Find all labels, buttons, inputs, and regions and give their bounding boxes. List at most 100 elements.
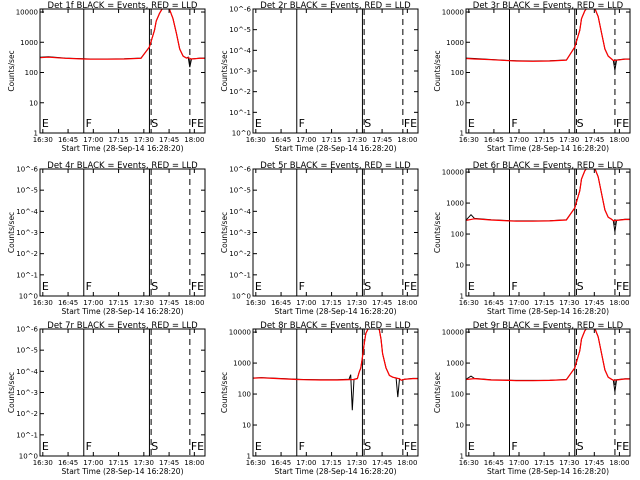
panel-title: Det 2r BLACK = Events, RED = LLD — [260, 1, 411, 11]
x-tick-label: 17:45 — [372, 136, 392, 144]
x-tick-label: 18:00 — [397, 299, 417, 307]
y-tick-label: 10^0 — [232, 130, 251, 138]
y-tick-label: 1000 — [446, 39, 464, 47]
x-axis-label: Start Time (28-Sep-14 16:28:20) — [275, 307, 397, 316]
y-tick-label: 10^-1 — [16, 431, 38, 439]
x-axis-label: Start Time (28-Sep-14 16:28:20) — [62, 144, 184, 153]
x-axis-label: Start Time (28-Sep-14 16:28:20) — [62, 307, 184, 316]
event-marker-label: F — [299, 117, 305, 130]
x-tick-label: 17:00 — [296, 136, 316, 144]
x-tick-label: 17:00 — [296, 299, 316, 307]
x-tick-label: 17:30 — [559, 459, 579, 467]
plot-frame — [465, 168, 631, 297]
y-axis-label: Counts/sec — [433, 50, 442, 91]
event-marker-label: F — [511, 440, 517, 453]
y-tick-label: 1000 — [446, 200, 464, 208]
x-tick-label: 18:00 — [184, 299, 204, 307]
event-marker-label: FE — [191, 280, 204, 293]
y-axis-label: Counts/sec — [220, 212, 229, 253]
y-tick-label: 1000 — [20, 39, 38, 47]
x-tick-label: 18:00 — [397, 459, 417, 467]
event-marker-label: F — [299, 280, 305, 293]
y-tick-label: 10 — [455, 262, 464, 270]
x-tick-label: 16:45 — [58, 136, 78, 144]
x-tick-label: 18:00 — [184, 459, 204, 467]
y-tick-label: 10^-5 — [229, 187, 251, 195]
y-tick-label: 10^-5 — [16, 347, 38, 355]
series-line-lld — [466, 9, 630, 62]
panel-plot-area — [83, 329, 191, 456]
y-axis-label: Counts/sec — [433, 372, 442, 413]
x-tick-label: 17:00 — [83, 299, 103, 307]
x-tick-label: 16:45 — [58, 299, 78, 307]
event-marker-label: S — [151, 440, 158, 453]
x-tick-label: 16:30 — [459, 299, 479, 307]
x-tick-label: 17:00 — [83, 136, 103, 144]
x-tick-label: 16:30 — [33, 299, 53, 307]
x-tick-label: 17:15 — [321, 136, 341, 144]
x-tick-label: 17:45 — [584, 459, 604, 467]
x-tick-label: 17:00 — [83, 459, 103, 467]
x-tick-label: 17:15 — [321, 299, 341, 307]
x-tick-label: 16:30 — [246, 299, 266, 307]
y-tick-label: 10000 — [442, 169, 464, 177]
x-axis-label: Start Time (28-Sep-14 16:28:20) — [487, 144, 609, 153]
event-marker-label: S — [151, 280, 158, 293]
event-marker-label: F — [511, 280, 517, 293]
y-tick-label: 10^-5 — [229, 26, 251, 34]
event-marker-label: E — [468, 117, 475, 130]
x-tick-label: 17:00 — [296, 459, 316, 467]
panel-plot-area — [296, 9, 404, 133]
x-tick-label: 17:30 — [134, 459, 154, 467]
panel-title: Det 9r BLACK = Events, RED = LLD — [473, 321, 624, 331]
y-axis-label: Counts/sec — [7, 372, 16, 413]
x-tick-label: 16:30 — [459, 459, 479, 467]
x-tick-label: 17:15 — [108, 136, 128, 144]
x-tick-label: 17:45 — [584, 136, 604, 144]
x-tick-label: 17:15 — [321, 459, 341, 467]
y-tick-label: 10^-6 — [229, 6, 251, 14]
y-tick-label: 1000 — [446, 360, 464, 368]
chart-panel-4: 16:30 16:45 17:00 17:15 17:30 17:45 18:00 10^0 1… — [7, 161, 206, 316]
x-tick-label: 17:15 — [534, 299, 554, 307]
event-marker-label: E — [468, 280, 475, 293]
x-tick-label: 17:45 — [159, 299, 179, 307]
x-tick-label: 16:45 — [484, 299, 504, 307]
x-tick-label: 17:45 — [372, 459, 392, 467]
y-tick-label: 100 — [451, 231, 464, 239]
y-tick-label: 100 — [25, 69, 38, 77]
event-marker-label: E — [255, 440, 262, 453]
event-marker-label: E — [255, 117, 262, 130]
panel-plot-area — [253, 329, 418, 456]
event-marker-label: S — [364, 440, 371, 453]
y-tick-label: 1 — [460, 130, 464, 138]
y-axis-label: Counts/sec — [220, 50, 229, 91]
event-marker-label: FE — [616, 280, 629, 293]
y-axis-label: Counts/sec — [7, 50, 16, 91]
event-marker-label: E — [42, 440, 49, 453]
event-marker-label: FE — [404, 117, 417, 130]
x-tick-label: 18:00 — [609, 136, 629, 144]
panel-title: Det 5r BLACK = Events, RED = LLD — [260, 161, 411, 171]
y-axis-label: Counts/sec — [220, 372, 229, 413]
event-marker-label: S — [577, 440, 584, 453]
y-tick-label: 10^0 — [19, 293, 38, 301]
y-tick-label: 10000 — [16, 9, 38, 17]
panel-plot-area — [466, 9, 630, 133]
x-tick-label: 17:00 — [509, 136, 529, 144]
x-tick-label: 17:30 — [347, 299, 367, 307]
x-tick-label: 16:30 — [246, 459, 266, 467]
x-tick-label: 17:45 — [159, 459, 179, 467]
x-tick-label: 16:30 — [246, 136, 266, 144]
y-tick-label: 10^-6 — [16, 326, 38, 334]
y-tick-label: 10000 — [442, 9, 464, 17]
plot-frame — [465, 328, 631, 457]
x-tick-label: 16:45 — [484, 459, 504, 467]
event-marker-label: S — [364, 280, 371, 293]
y-tick-label: 10^-6 — [229, 166, 251, 174]
y-tick-label: 10^-2 — [229, 250, 251, 258]
event-marker-label: E — [255, 280, 262, 293]
chart-panel-6: 16:30 16:45 17:00 17:15 17:30 17:45 18:00 1 10 10… — [433, 161, 631, 316]
